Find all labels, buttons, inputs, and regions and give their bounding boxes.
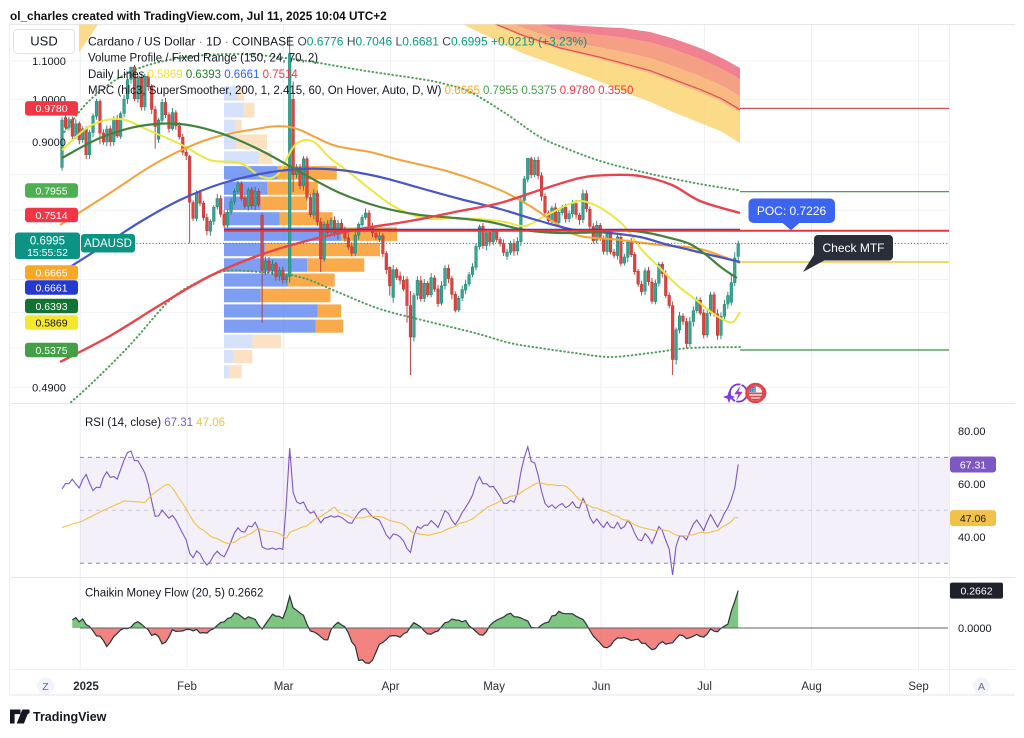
svg-text:80.00: 80.00 — [958, 426, 986, 438]
svg-text:Check MTF: Check MTF — [822, 241, 884, 255]
svg-text:Daily Lines 0.5869 0.6393 0: Daily Lines 0.5869 0.6393 0.6661 0.7514 — [88, 69, 298, 81]
svg-text:ol_charles created with Tradin: ol_charles created with TradingView.com,… — [10, 9, 387, 23]
svg-text:0.7955: 0.7955 — [35, 185, 67, 197]
svg-text:0.2662: 0.2662 — [960, 585, 992, 597]
svg-text:A: A — [978, 681, 985, 693]
svg-text:0.6661: 0.6661 — [35, 282, 67, 294]
svg-text:0.7514: 0.7514 — [35, 210, 67, 222]
svg-text:Jun: Jun — [592, 681, 611, 693]
svg-text:Chaikin Money Flow (20, 5) 0.: Chaikin Money Flow (20, 5) 0.2662 — [85, 588, 263, 600]
svg-text:Z: Z — [42, 681, 49, 693]
svg-text:0.6393: 0.6393 — [35, 301, 67, 313]
svg-text:47.06: 47.06 — [960, 513, 986, 525]
svg-text:May: May — [483, 681, 505, 693]
svg-text:Apr: Apr — [382, 681, 400, 693]
svg-text:MRC (hlc3, SuperSmoother, 200,: MRC (hlc3, SuperSmoother, 200, 1, 2.415,… — [88, 85, 633, 97]
svg-text:Mar: Mar — [274, 681, 294, 693]
svg-text:ADAUSD: ADAUSD — [84, 238, 132, 250]
svg-text:0.5375: 0.5375 — [35, 345, 67, 357]
svg-text:40.00: 40.00 — [958, 532, 986, 544]
svg-text:0.9780: 0.9780 — [35, 103, 67, 115]
svg-text:60.00: 60.00 — [958, 479, 986, 491]
svg-text:POC: 0.7226: POC: 0.7226 — [757, 204, 827, 218]
svg-text:1.1000: 1.1000 — [32, 56, 66, 68]
svg-text:USD: USD — [30, 34, 57, 49]
svg-text:Sep: Sep — [908, 681, 928, 693]
svg-text:0.0000: 0.0000 — [958, 623, 992, 635]
svg-text:Aug: Aug — [801, 681, 821, 693]
svg-text:0.6665: 0.6665 — [35, 267, 67, 279]
svg-text:TradingView: TradingView — [33, 710, 107, 724]
svg-text:RSI (14, close) 67.31 47.06: RSI (14, close) 67.31 47.06 — [85, 417, 225, 429]
svg-text:0.6995: 0.6995 — [30, 236, 65, 248]
svg-text:Cardano / US Dollar · 1D · COI: Cardano / US Dollar · 1D · COINBASE O0.6… — [88, 35, 587, 49]
svg-text:0.4900: 0.4900 — [32, 382, 66, 394]
svg-text:0.5869: 0.5869 — [35, 317, 67, 329]
svg-text:67.31: 67.31 — [960, 459, 986, 471]
svg-text:15:55:52: 15:55:52 — [27, 247, 68, 259]
svg-text:0.9000: 0.9000 — [32, 137, 66, 149]
svg-text:2025: 2025 — [73, 681, 99, 693]
svg-text:Volume Profile / Fixed Range (: Volume Profile / Fixed Range (150, 24, 7… — [88, 53, 318, 65]
svg-text:Jul: Jul — [697, 681, 712, 693]
svg-text:Feb: Feb — [177, 681, 197, 693]
